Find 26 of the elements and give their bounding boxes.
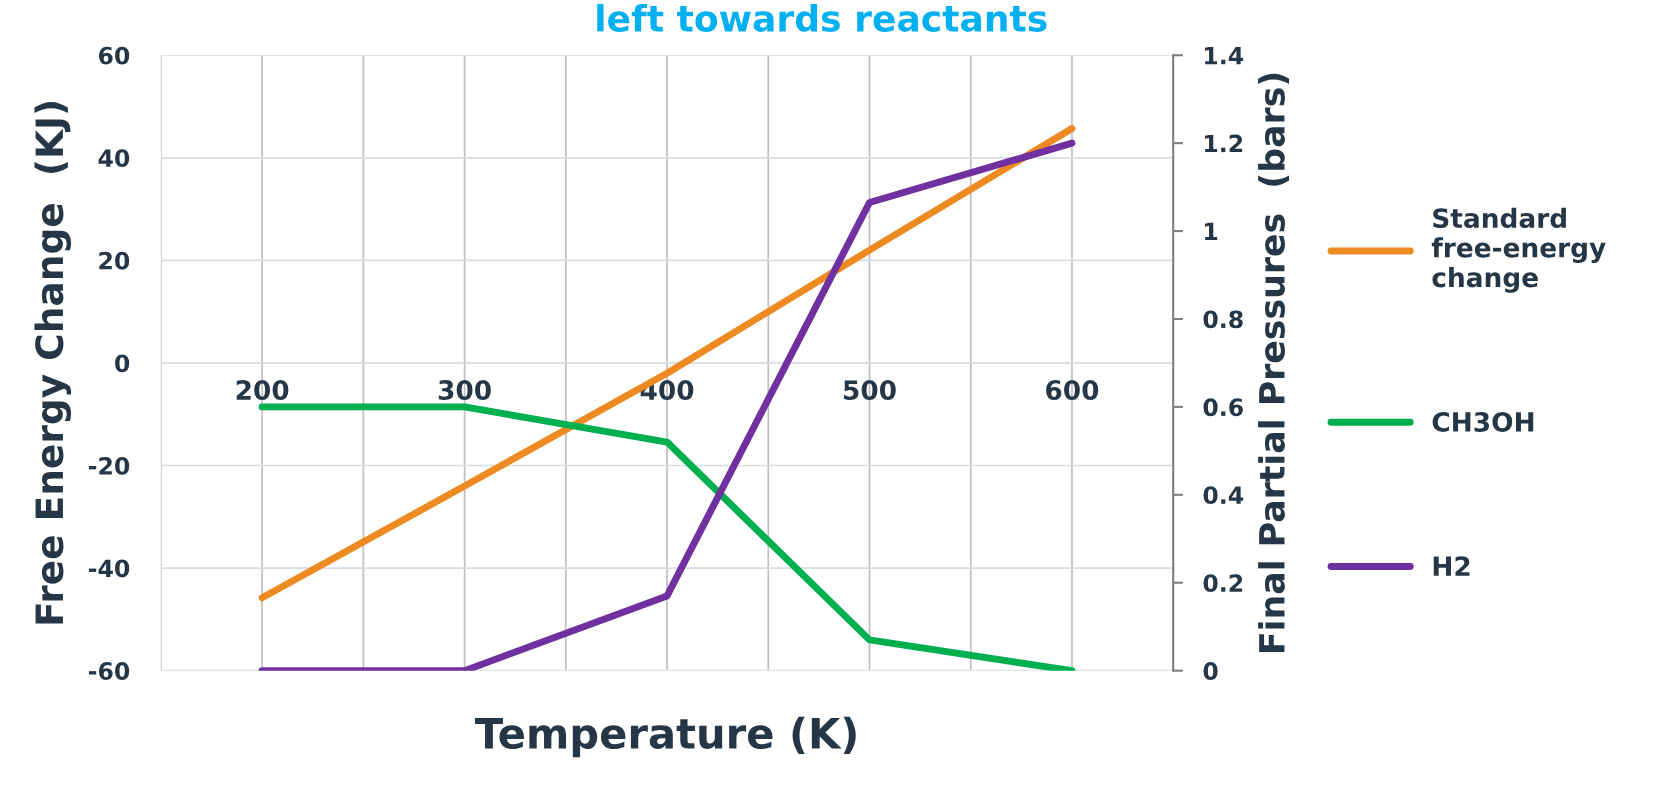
legend-label: CH3OH xyxy=(1432,411,1534,432)
y-tick-label: -60 xyxy=(88,662,130,680)
y2-tick-label: 0.4 xyxy=(1203,486,1244,505)
y2-tick-label: 1.2 xyxy=(1205,134,1243,153)
x-tick-label: 600 xyxy=(1046,380,1099,401)
y2-tick-label: 0.6 xyxy=(1203,398,1243,417)
legend-label: Standard free-energy change xyxy=(1431,207,1606,293)
y2-tick-label: 0.2 xyxy=(1203,574,1243,593)
x-tick-label: 300 xyxy=(438,380,491,401)
y-tick-label: -40 xyxy=(88,559,130,578)
y2-tick-label: 0 xyxy=(1203,662,1218,680)
y2-tick-label: 1.4 xyxy=(1205,46,1244,65)
x-tick-label: 500 xyxy=(844,380,896,401)
y-tick-label: 60 xyxy=(98,46,130,65)
y-tick-label: -20 xyxy=(88,456,130,475)
y2-tick-label: 0.8 xyxy=(1203,310,1243,329)
y-tick-label: 0 xyxy=(115,354,130,373)
y2-tick-label: 1 xyxy=(1205,222,1218,241)
legend-label: H2 xyxy=(1433,556,1470,576)
y-tick-label: 20 xyxy=(99,251,130,270)
y2-axis-title: Final Partial Pressures (bars) xyxy=(1258,73,1290,652)
x-axis-title: Temperature (K) xyxy=(474,716,856,758)
y-tick-label: 40 xyxy=(98,149,130,168)
y-axis-title: Free Energy Change (KJ) xyxy=(34,102,72,624)
x-tick-label: 200 xyxy=(236,380,289,401)
chart-title: left towards reactants xyxy=(597,3,1047,32)
